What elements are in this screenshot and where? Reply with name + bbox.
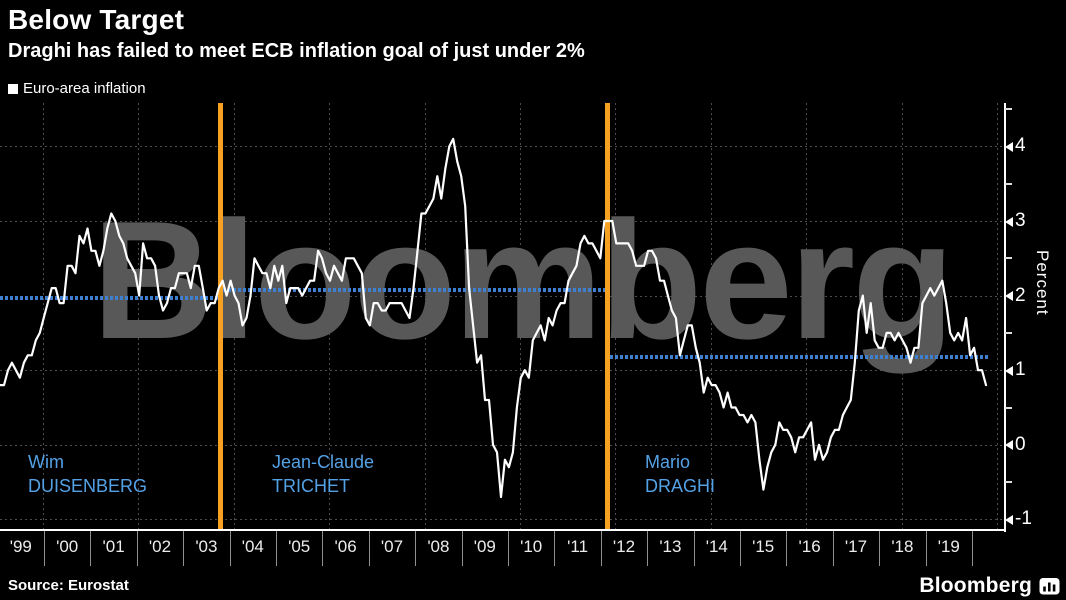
x-axis-year-label: '11: [567, 537, 589, 556]
x-axis-year-label: '19: [937, 537, 960, 556]
x-axis-year-divider: [786, 531, 788, 566]
x-axis-year-divider: [415, 531, 417, 566]
y-axis-minor-tick: [1005, 481, 1012, 484]
tenure-average-line: [610, 354, 988, 359]
tenure-average-line: [0, 295, 218, 300]
x-axis-year-label: '09: [473, 537, 496, 556]
x-axis-year-label: '99: [9, 537, 32, 556]
x-axis-year-label: '14: [705, 537, 728, 556]
x-axis-year-divider: [647, 531, 649, 566]
source-note: Source: Eurostat: [8, 577, 129, 594]
gridline-horizontal: [0, 146, 1005, 148]
y-axis-title: Percent: [1033, 250, 1052, 316]
gridline-horizontal: [0, 295, 1005, 297]
x-axis-year-divider: [554, 531, 556, 566]
x-axis-year-label: '15: [752, 537, 775, 556]
x-axis-year-label: '17: [844, 537, 868, 556]
x-axis-line: [0, 529, 1006, 531]
x-axis-year-label: '18: [891, 537, 914, 556]
x-axis-year-divider: [925, 531, 927, 566]
x-axis-year-label: '10: [520, 537, 543, 556]
gridline-vertical: [424, 103, 426, 530]
y-axis-tick-label: 2: [1015, 284, 1026, 306]
president-transition-line: [218, 103, 223, 530]
x-axis-year-divider: [44, 531, 45, 566]
x-axis-year-label: '00: [56, 537, 79, 556]
gridline-vertical: [329, 103, 331, 530]
y-axis-tick-arrow: [1005, 440, 1013, 451]
x-axis-year-label: '12: [612, 537, 636, 556]
y-axis-minor-tick: [1005, 331, 1012, 334]
y-axis-tick-label: 3: [1015, 210, 1026, 231]
inflation-line-series: [0, 137, 988, 499]
x-axis-year-divider: [740, 531, 741, 566]
x-axis-year-label: '05: [288, 537, 311, 556]
x-axis-year-label: '01: [102, 537, 125, 556]
x-axis-year-label: '04: [241, 537, 264, 556]
gridline-vertical: [901, 103, 903, 530]
x-axis-year-divider: [832, 531, 834, 566]
x-axis-year-divider: [879, 531, 881, 566]
president-annotation: Mario DRAGHI: [645, 452, 716, 496]
gridline-vertical: [233, 103, 235, 530]
y-axis-tick-label: -1: [1015, 508, 1032, 530]
y-axis-tick-arrow: [1005, 291, 1013, 302]
legend-label: Euro-area inflation: [23, 80, 146, 97]
page-title: Below Target: [8, 4, 185, 35]
y-axis-minor-tick: [1005, 182, 1012, 185]
x-axis-year-divider: [276, 531, 277, 566]
gridline-vertical: [520, 103, 521, 530]
gridline-vertical: [615, 103, 617, 530]
gridline-vertical: [710, 103, 712, 530]
y-axis-tick-label: 4: [1015, 135, 1026, 157]
gridline-horizontal: [0, 370, 1005, 372]
president-transition-line: [605, 103, 610, 530]
x-axis-year-divider: [600, 531, 602, 566]
bar-chart-icon: [1039, 577, 1060, 594]
x-axis-year-divider: [229, 531, 231, 566]
gridline-vertical: [138, 103, 140, 530]
y-axis-line: [1004, 103, 1006, 532]
gridline-horizontal: [0, 444, 1005, 446]
x-axis-year-divider: [508, 531, 509, 566]
bloomberg-watermark: Bloomberg: [92, 186, 955, 374]
y-axis-tick-arrow: [1005, 365, 1013, 376]
chart-subtitle: Draghi has failed to meet ECB inflation …: [8, 40, 585, 62]
x-axis-year-divider: [322, 531, 324, 566]
y-axis-tick-label: 0: [1015, 433, 1026, 455]
x-axis-year-label: '06: [334, 537, 357, 556]
y-axis-minor-tick: [1005, 108, 1012, 111]
y-axis-tick-label: 1: [1015, 359, 1026, 381]
x-axis-year-divider: [693, 531, 695, 566]
bloomberg-logo-text: Bloomberg: [919, 574, 1032, 597]
x-axis-year-label: '07: [380, 537, 404, 556]
x-axis-year-label: '16: [798, 537, 821, 556]
y-axis-tick-arrow: [1005, 514, 1013, 525]
x-axis-year-divider: [90, 531, 92, 566]
gridline-vertical: [997, 103, 998, 530]
gridline-horizontal: [0, 519, 1005, 521]
x-axis-year-divider: [461, 531, 463, 566]
bloomberg-logo: Bloomberg: [919, 574, 1060, 598]
y-axis-minor-tick: [1005, 406, 1012, 409]
legend-swatch-icon: [8, 83, 18, 94]
y-axis-tick-arrow: [1005, 216, 1013, 227]
gridline-vertical: [806, 103, 808, 530]
president-annotation: Jean-Claude TRICHET: [272, 452, 375, 496]
y-axis-tick-arrow: [1005, 141, 1013, 152]
x-axis-year-divider: [972, 531, 973, 566]
x-axis-year-divider: [368, 531, 370, 566]
gridline-horizontal: [0, 221, 1005, 222]
x-axis-year-label: '03: [195, 537, 218, 556]
x-axis-year-label: '08: [427, 537, 450, 556]
legend: Euro-area inflation: [8, 80, 146, 97]
x-axis-year-label: '13: [659, 537, 682, 556]
x-axis-year-divider: [183, 531, 185, 566]
y-axis-minor-tick: [1005, 257, 1012, 260]
x-axis-year-divider: [136, 531, 138, 566]
x-axis-year-label: '02: [148, 537, 172, 556]
president-annotation: Wim DUISENBERG: [28, 452, 148, 496]
